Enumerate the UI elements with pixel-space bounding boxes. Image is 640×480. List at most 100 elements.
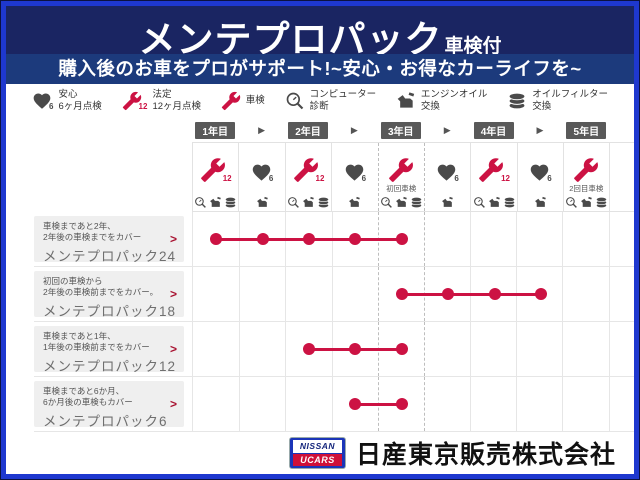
pack-label[interactable]: 車検まであと1年、 1年後の車検前までをカバー メンテプロパック12 > (34, 326, 184, 375)
year-label: 5年目 (566, 121, 607, 139)
chevron-right-icon: > (169, 287, 177, 301)
year-arrow-cell: ▶ (424, 125, 470, 136)
pack-label[interactable]: 初回の車検から 2年後の車検前までをカバー。 メンテプロパック18 > (34, 271, 184, 320)
grid-cell (470, 212, 516, 266)
heart-icon: 6 (32, 91, 53, 111)
pack-desc-line1: 車検まであと6か月、 (43, 386, 125, 396)
legend-item: コンピューター 診断 (285, 89, 377, 113)
nissan-logo-text: NISSAN (292, 440, 342, 453)
pack-name: メンテプロパック24 (43, 249, 177, 265)
grid-cell (423, 212, 470, 266)
coverage-line (355, 402, 402, 406)
pack-desc-line1: 車検まであと2年、 (43, 221, 116, 231)
coverage-dot (535, 288, 547, 300)
included-services-icons (534, 194, 547, 210)
pack-desc-line1: 車検まであと1年、 (43, 331, 116, 341)
coverage-dot (442, 288, 455, 300)
schedule-column-header: 2回目車検 (563, 143, 610, 211)
year-label: 2年目 (287, 121, 328, 139)
engine-oil-icon (302, 196, 315, 209)
arrow-right-icon: ▶ (443, 124, 451, 135)
pack-label[interactable]: 車検まであと6か月、 6か月後の車検もカバー メンテプロパック6 > (34, 381, 184, 430)
included-services-icons (194, 194, 237, 210)
engine-oil-icon (256, 196, 269, 209)
engine-oil-icon (348, 196, 361, 209)
year-cell: 2年目 (285, 121, 331, 139)
heart-icon: 6 (344, 162, 366, 183)
year-label: 3年目 (380, 121, 421, 139)
legend-item: 12 法定 12ヶ月点検 (122, 89, 201, 113)
year-cell: 3年目 (378, 121, 424, 139)
schedule-column-header: 6 (516, 143, 564, 211)
grid-cell (239, 322, 285, 376)
grid-cell (562, 212, 608, 266)
grid-cell (562, 322, 608, 376)
legend-item: 6 安心 6ヶ月点検 (32, 89, 102, 113)
main-service-icon-zone: 12 (293, 149, 324, 183)
shaken-label (493, 183, 495, 194)
grid-cell (423, 322, 470, 376)
schedule-column-header: 6 (331, 143, 378, 211)
legend-label: 法定 12ヶ月点検 (152, 89, 202, 112)
coverage-dot (395, 398, 408, 410)
included-services-icons (287, 194, 330, 210)
legend-item: 車検 (221, 91, 265, 111)
coverage-dot (349, 343, 362, 355)
heart-icon: 6 (251, 162, 273, 183)
oil-filter-icon (317, 196, 330, 209)
year-arrow-cell: ▶ (517, 125, 563, 136)
oil-filter-icon (224, 196, 237, 209)
engine-oil-icon (534, 196, 547, 209)
pack-desc-line2: 1年後の車検前までをカバー (43, 342, 150, 353)
grid-cell (470, 377, 516, 431)
grid-cell (193, 377, 239, 431)
pack-name: メンテプロパック6 (43, 414, 168, 430)
page-title: メンテプロパック (138, 19, 443, 60)
nissan-ucars-logo: NISSAN UCARS (288, 437, 346, 469)
grid-cell (239, 377, 285, 431)
grid-cell (331, 377, 378, 431)
main-service-icon-zone: 6 (436, 149, 459, 183)
included-services-icons (256, 194, 269, 210)
year-arrow-cell: ▶ (331, 125, 377, 136)
legend-label: 車検 (245, 95, 265, 107)
pack-row: 車検まであと1年、 1年後の車検前までをカバー メンテプロパック12 > (34, 322, 634, 377)
grid-cell (423, 377, 470, 431)
oil-filter-icon (595, 196, 608, 209)
shaken-label (354, 183, 356, 194)
column-header-row: 12 6 12 6 初回車検 6 12 6 2回目車検 (192, 142, 634, 212)
legend-label: コンピューター 診断 (309, 89, 377, 112)
grid-cell (562, 377, 608, 431)
coverage-dot (395, 343, 408, 355)
grid-cell (516, 322, 562, 376)
coverage-dot (349, 398, 362, 410)
grid-cell (285, 377, 331, 431)
pack-label[interactable]: 車検まであと2年、 2年後の車検までをカバー メンテプロパック24 > (34, 216, 184, 265)
page: メンテプロパック 車検付 購入後のお車をプロがサポート!~安心・お得なカーライフを… (6, 6, 634, 474)
legend-label: エンジンオイル 交換 (420, 89, 488, 112)
grid-cell (285, 267, 331, 321)
schedule-column-header: 12 (192, 143, 239, 211)
pack-desc-line1: 初回の車検から (43, 276, 103, 286)
year-arrow-cell: ▶ (238, 125, 284, 136)
coverage-dot (303, 233, 315, 245)
arrow-right-icon: ▶ (350, 124, 358, 135)
grid-cell (470, 322, 516, 376)
heart-icon: 6 (529, 162, 552, 183)
pack-name: メンテプロパック12 (43, 359, 177, 375)
schedule-column-header: 12 (284, 143, 332, 211)
main-service-icon-zone: 12 (478, 149, 510, 183)
schedule-column-header: 初回車検 (377, 143, 424, 211)
year-label: 4年目 (473, 121, 514, 139)
grid-cell (516, 377, 562, 431)
pack-name: メンテプロパック18 (43, 304, 177, 320)
coverage-dot (395, 233, 408, 245)
included-services-icons (565, 194, 608, 210)
wrench-icon: 12 (293, 157, 324, 183)
grid-cell (331, 267, 378, 321)
year-label: 1年目 (195, 121, 236, 139)
engine-oil-icon (488, 196, 501, 209)
year-cell: 4年目 (470, 121, 516, 139)
computer-diagnosis-icon (194, 196, 207, 209)
